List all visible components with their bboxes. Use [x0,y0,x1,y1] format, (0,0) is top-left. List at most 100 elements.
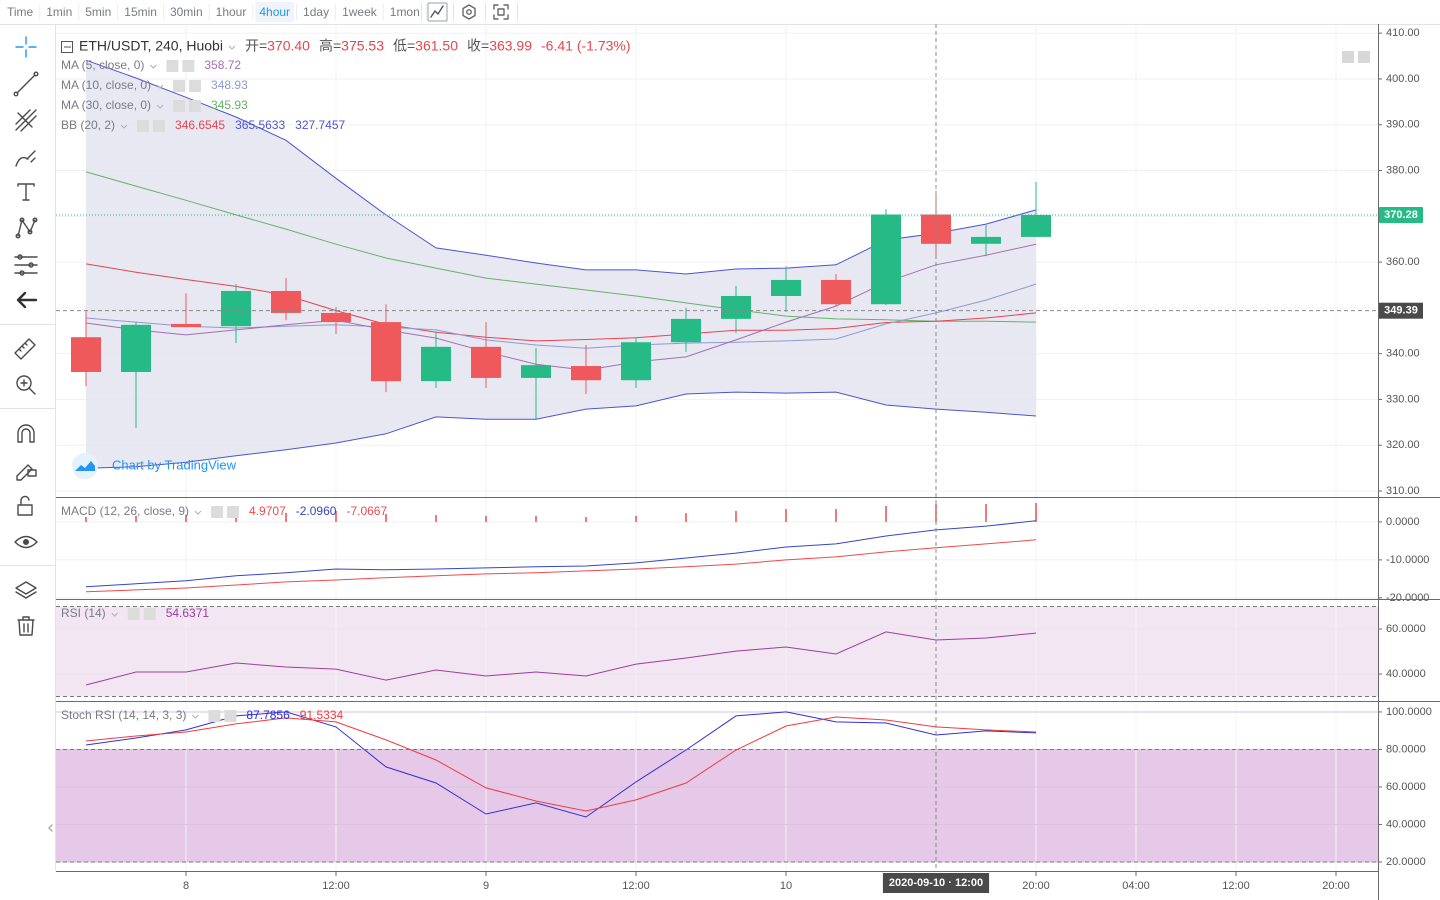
y-tick-label: 320.00 [1386,439,1420,451]
timeframe-button[interactable]: Time [7,5,34,19]
indicator-line [85,520,1037,588]
lock-tool[interactable] [17,504,33,516]
histogram-bar [535,515,537,522]
histogram-bar [335,510,337,522]
histogram-bar [685,513,687,522]
collapse-arrow[interactable] [48,824,53,832]
y-tick-label: 410.00 [1386,27,1420,39]
histogram-bar [935,504,937,522]
y-tick-label: 60.0000 [1386,781,1426,793]
candle-body [421,346,451,382]
x-tick-label: 04:00 [1122,880,1150,892]
histogram-bar [185,514,187,522]
timeframe-button[interactable]: 1week [342,5,378,19]
candle-body [721,295,751,319]
candle-body [771,279,801,296]
histogram-bar [285,512,287,522]
candle-body [371,322,401,382]
histogram-bar [435,515,437,522]
timeframe-button[interactable]: 4hour [259,5,290,19]
timeframe-button[interactable]: 30min [170,5,203,19]
histogram-bar [485,515,487,522]
overlays: Time 1min 5min 15min 30min 1hour 4hour 1day 1wee… [7,4,1423,893]
remove-icon [227,506,240,518]
indicator-line [85,539,1037,593]
collapse-icon [61,41,73,53]
pitchfork-tool[interactable] [15,109,37,132]
indicator-readout: 4.9707 [249,504,286,518]
indicator-line [85,716,1037,812]
y-tick-label: 330.00 [1386,393,1420,405]
timeframe-button[interactable]: 5min [85,5,111,19]
x-tick-label: 20:00 [1022,880,1050,892]
indicator-readout: 87.7856 [246,708,290,722]
indicator-readout: 54.6371 [166,606,210,620]
timeframe-button[interactable]: 1mon [390,5,420,19]
y-tick-label: 390.00 [1386,119,1420,131]
indicator-readout: 348.93 [211,78,248,92]
zoom-tool[interactable] [16,375,32,391]
timeframe-button[interactable]: 15min [124,5,157,19]
dropdown-arrow [194,510,202,515]
pattern-tool[interactable] [17,219,36,237]
ohlc-label: 高= [319,38,341,54]
maximize-pane-button[interactable] [1358,51,1370,63]
moving-average [85,171,1037,323]
remove-icon [182,60,195,72]
histogram-bar [785,509,787,522]
toolbar-icons [421,2,518,22]
settings-icon [211,506,224,518]
measure-tool[interactable] [14,338,36,360]
y-tick-label: 100.0000 [1386,706,1432,718]
timeframe-button[interactable]: 1day [303,5,329,19]
remove-icon [153,120,166,132]
stay-drawing-tool[interactable] [16,464,33,481]
trend-line-tool[interactable] [16,74,36,94]
y-tick-label: 400.00 [1386,73,1420,85]
magnet-tool[interactable] [17,424,35,443]
remove-icon [143,608,156,620]
object-tree-tool[interactable] [15,581,37,599]
timeframe-button[interactable]: 1hour [216,5,247,19]
histogram-bar [1035,502,1037,522]
dropdown-arrow [228,45,236,50]
x-tick-label: 9 [483,880,489,892]
indicator-readout: 365.5633 [235,118,285,132]
ohlc-label: 开= [245,38,267,54]
settings-icon [127,608,140,620]
crosshair-tool[interactable] [15,36,37,58]
band-fill [56,749,1378,862]
indicator-name: MA (5, close, 0) [61,58,144,72]
histogram-bar [835,509,837,522]
text-tool[interactable] [17,183,35,201]
settings-button[interactable] [462,4,476,20]
ohlc-label: 低= [393,38,415,54]
hide-toolbar-button[interactable] [16,291,38,309]
indicator-name: MA (10, close, 0) [61,78,151,92]
bollinger-basis [85,263,1037,342]
timeframe-button[interactable]: 1min [46,5,72,19]
y-tick-label: 80.0000 [1386,743,1426,755]
y-tick-label: 40.0000 [1386,818,1426,830]
dropdown-arrow [111,612,119,617]
candle-body [621,342,651,381]
indicator-readout: -2.0960 [296,504,337,518]
moving-average [85,283,1037,349]
indicator-readout: -7.0667 [346,504,387,518]
fullscreen-button[interactable] [493,4,509,20]
indicator-name: MACD (12, 26, close, 9) [61,504,189,518]
candle-body [321,312,351,323]
histogram-bar [135,515,137,522]
indicator-readout: 91.5334 [300,708,344,722]
candle-body [571,366,601,381]
brush-tool[interactable] [15,150,36,167]
visibility-tool[interactable] [14,535,38,549]
move-pane-button[interactable] [1342,51,1354,63]
watermark: Chart by TradingView [112,457,237,472]
candle-body [271,290,301,313]
candle-body [71,337,101,372]
y-tick-label: 340.00 [1386,348,1420,360]
remove-drawings-tool[interactable] [17,616,35,636]
chart-style-button[interactable] [427,2,448,22]
